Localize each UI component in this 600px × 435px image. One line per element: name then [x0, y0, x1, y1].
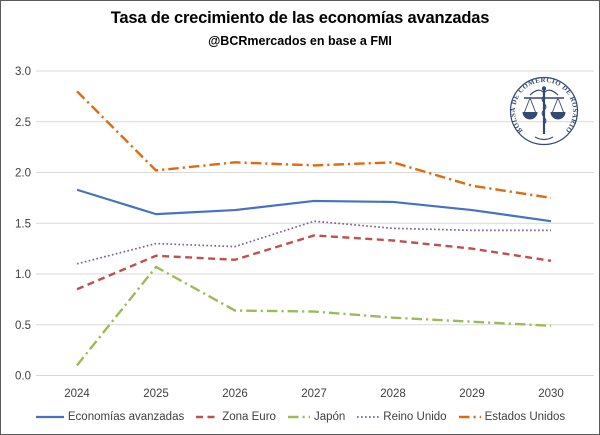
y-tick-label: 1.5	[15, 218, 31, 230]
axis-layer: 0.0 0.5 1.0 1.5 2.0 2.5 3.0 2024 2025 2026 2027 202…	[15, 66, 564, 400]
legend-item-4: Estados Unidos	[458, 411, 566, 423]
legend-label: Zona Euro	[222, 411, 276, 423]
x-tick-label: 2027	[301, 388, 327, 400]
legend-item-0: Economías avanzadas	[35, 411, 184, 423]
legend-label: Economías avanzadas	[67, 411, 185, 423]
legend-item-3: Reino Unido	[356, 411, 447, 423]
series-line-4	[76, 90, 552, 200]
series-line-2	[76, 265, 552, 367]
x-tick-label: 2029	[459, 388, 485, 400]
y-tick-label: 0.0	[15, 371, 31, 383]
grid-layer	[36, 70, 594, 376]
x-tick-label: 2025	[143, 388, 169, 400]
chart-title: Tasa de crecimiento de las economías ava…	[110, 9, 490, 27]
bcr-logo: BOLSA DE COMERCIO DE ROSARIO	[509, 76, 579, 146]
legend-label: Estados Unidos	[484, 411, 566, 423]
y-tick-label: 2.0	[15, 168, 31, 180]
legend-swatch-icon	[35, 415, 64, 419]
x-tick-label: 2028	[380, 388, 406, 400]
legend-swatch-icon	[196, 415, 219, 419]
y-tick-label: 2.5	[15, 117, 31, 129]
x-tick-label: 2030	[538, 388, 564, 400]
caduceus-icon	[522, 86, 566, 141]
legend: Economías avanzadas Zona Euro Japón Reino U…	[1, 404, 599, 430]
legend-swatch-icon	[357, 416, 380, 418]
legend-label: Reino Unido	[383, 411, 447, 423]
legend-swatch-icon	[458, 415, 481, 419]
y-tick-label: 3.0	[15, 66, 31, 78]
x-tick-label: 2026	[222, 388, 248, 400]
x-tick-label: 2024	[64, 388, 90, 400]
legend-swatch-icon	[287, 415, 310, 419]
y-tick-label: 0.5	[15, 320, 31, 332]
legend-label: Japón	[313, 411, 346, 423]
y-tick-label: 1.0	[15, 269, 31, 281]
legend-item-2: Japón	[287, 411, 345, 423]
series-line-0	[76, 188, 552, 223]
series-line-1	[76, 234, 552, 291]
chart-subtitle: @BCRmercados en base a FMI	[208, 34, 392, 48]
series-layer	[76, 90, 552, 367]
series-line-3	[76, 220, 551, 265]
legend-item-1: Zona Euro	[195, 411, 276, 423]
logo-ring	[509, 76, 579, 146]
